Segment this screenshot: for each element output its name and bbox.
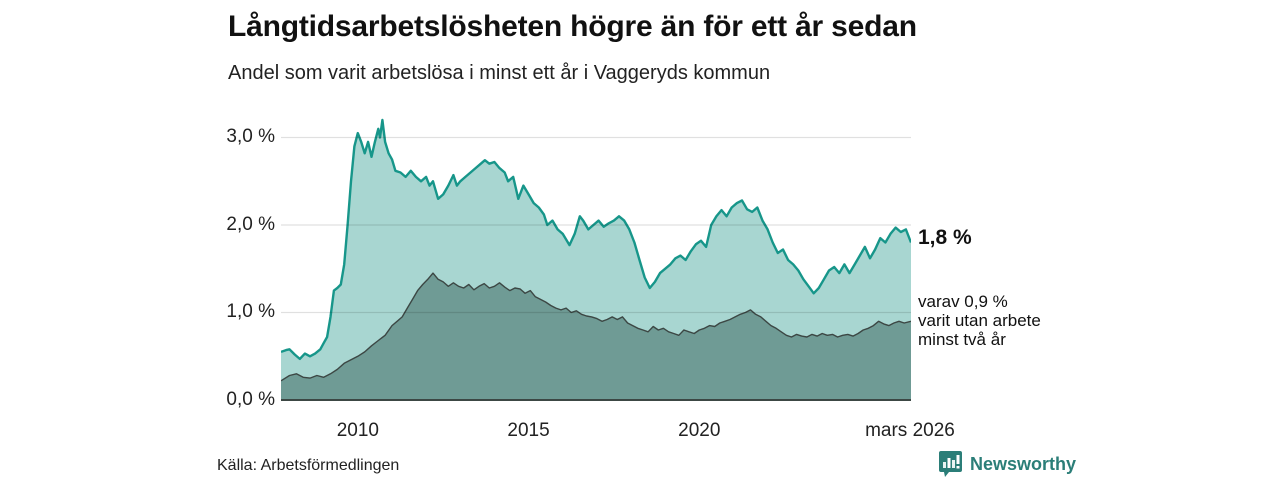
source-credit: Källa: Arbetsförmedlingen	[217, 457, 400, 474]
x-tick-2010: 2010	[336, 420, 379, 441]
series1-line	[281, 118, 911, 361]
x-tick-mars-2026: mars 2026	[865, 420, 955, 441]
y-tick-0: 0,0 %	[226, 389, 275, 410]
y-tick-1: 1,0 %	[226, 301, 275, 322]
newsworthy-logo: Newsworthy	[938, 450, 1076, 478]
newsworthy-icon	[939, 451, 962, 477]
x-tick-2015: 2015	[507, 420, 550, 441]
chart-subtitle: Andel som varit arbetslösa i minst ett å…	[228, 62, 771, 84]
series2-line	[281, 272, 911, 382]
page-title: Långtidsarbetslösheten högre än för ett …	[228, 10, 917, 43]
series2-end-note: varav 0,9 % varit utan arbete minst två …	[918, 292, 1041, 349]
series2-area	[281, 273, 911, 400]
end-note-line-1: varav 0,9 %	[918, 292, 1008, 311]
newsworthy-wordmark: Newsworthy	[970, 453, 1077, 474]
end-note-line-2: varit utan arbete	[918, 311, 1041, 330]
area-chart-plot	[281, 118, 911, 401]
y-tick-2: 2,0 %	[226, 214, 275, 235]
x-tick-2020: 2020	[678, 420, 721, 441]
end-note-line-3: minst två år	[918, 330, 1006, 349]
series1-end-value-label: 1,8 %	[918, 226, 972, 249]
y-tick-3: 3,0 %	[226, 126, 275, 147]
